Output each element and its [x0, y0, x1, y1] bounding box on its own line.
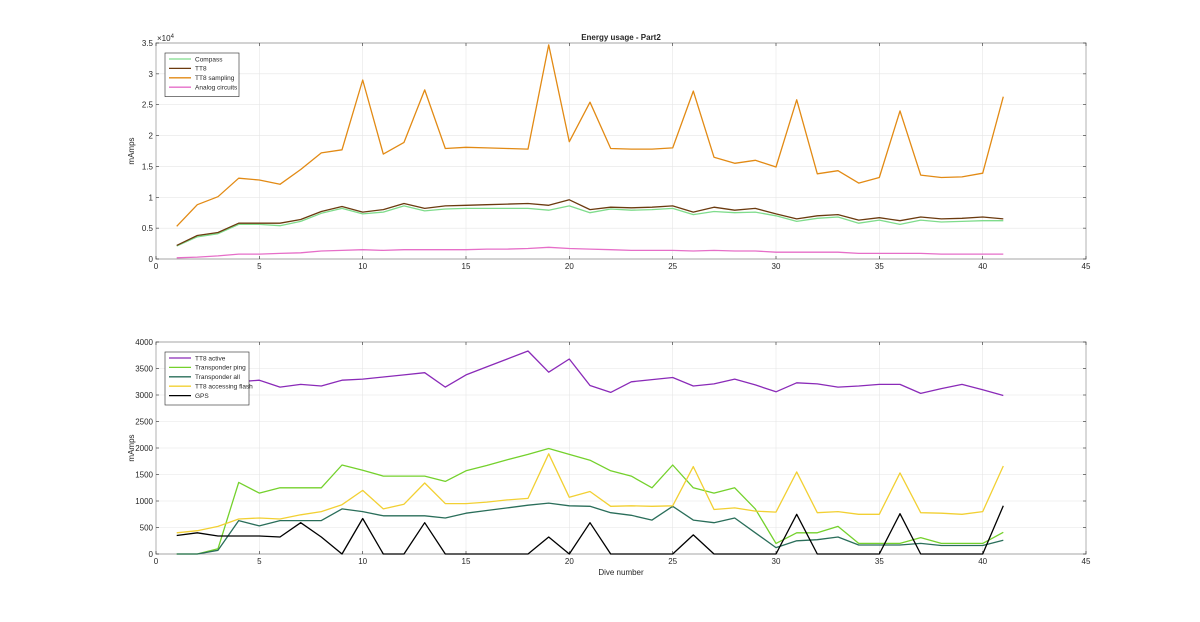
x-axis-label: Dive number [598, 568, 644, 577]
series-line-tt8 [176, 199, 1004, 246]
legend-entry: GPS [195, 393, 209, 400]
y-tick-label: 3.5 [142, 39, 154, 48]
x-tick-label: 25 [668, 557, 677, 566]
y-tick-label: 2000 [135, 444, 153, 453]
legend-entry: TT8 active [195, 355, 226, 362]
legend-entry: TT8 sampling [195, 75, 235, 82]
x-tick-label: 15 [462, 262, 471, 271]
x-tick-label: 5 [257, 262, 262, 271]
y-tick-label: 3500 [135, 365, 153, 374]
y-tick-label: 4000 [135, 338, 153, 347]
x-tick-label: 0 [154, 557, 159, 566]
grid-bottom [155, 341, 1087, 555]
x-tick-label: 40 [978, 557, 987, 566]
chart-title: Energy usage - Part2 [581, 33, 661, 42]
y-tick-label: 1000 [135, 497, 153, 506]
y-tick-label: 2 [149, 132, 154, 141]
x-tick-label: 30 [772, 262, 781, 271]
x-tick-label: 35 [875, 557, 884, 566]
x-tick-label: 35 [875, 262, 884, 271]
y-tick-label: 2.5 [142, 101, 154, 110]
legend-entry: Compass [195, 56, 223, 63]
axes-bottom: 0 5 10 15 20 25 30 35 40 45 0 500 1000 1500 2000 2500 3… [127, 338, 1091, 577]
y-tick-label: 2500 [135, 418, 153, 427]
x-tick-label: 10 [358, 262, 367, 271]
series-line-gps [176, 505, 1004, 555]
legend-entry: TT8 accessing flash [195, 384, 253, 391]
legend-entry: Transponder ping [195, 365, 246, 372]
y-tick-label: 1 [149, 193, 154, 202]
legend-bottom: TT8 active Transponder ping Transponder al… [164, 351, 253, 406]
x-tick-label: 20 [565, 262, 574, 271]
grid-top [155, 42, 1087, 260]
series-line-transponder-all [176, 502, 1004, 555]
x-tick-label: 5 [257, 557, 262, 566]
x-ticks-bottom: 0 5 10 15 20 25 30 35 40 45 [154, 342, 1091, 566]
legend-box [164, 52, 240, 97]
y-axis-exponent-power: 4 [171, 34, 175, 40]
y-axis-exponent: ×104 [157, 34, 175, 43]
y-ticks-bottom: 0 500 1000 1500 2000 2500 3000 3500 4000 [135, 338, 1086, 559]
y-tick-label: 0 [149, 550, 154, 559]
legend-entry: TT8 [195, 66, 207, 73]
x-tick-label: 40 [978, 262, 987, 271]
series-line-tt8-accessing-flash [176, 453, 1004, 534]
x-ticks-top: 0 5 10 15 20 25 30 35 40 45 [154, 43, 1091, 271]
series-bottom [176, 350, 1004, 555]
y-tick-label: 1.5 [142, 162, 154, 171]
plot-area-top [155, 42, 1087, 260]
series-line-tt8-sampling [176, 44, 1004, 227]
series-line-compass [176, 205, 1004, 247]
y-tick-label: 3 [149, 70, 154, 79]
legend-entry: Analog circuits [195, 85, 238, 92]
series-line-tt8-active [176, 350, 1004, 399]
series-top [176, 44, 1004, 259]
y-tick-label: 3000 [135, 391, 153, 400]
series-line-transponder-ping [176, 447, 1004, 555]
y-tick-label: 1500 [135, 471, 153, 480]
axes-energy-part2: 0 5 10 15 20 25 30 35 40 45 0 0.5 1 1.5 2 2.5 3 3.5 Ener… [127, 33, 1091, 271]
x-tick-label: 10 [358, 557, 367, 566]
x-tick-label: 20 [565, 557, 574, 566]
x-tick-label: 25 [668, 262, 677, 271]
y-axis-label-top: mAmps [127, 137, 136, 164]
y-axis-exponent-base: ×10 [157, 34, 171, 43]
x-tick-label: 30 [772, 557, 781, 566]
series-line-analog-circuits [176, 246, 1004, 259]
x-tick-label: 0 [154, 262, 159, 271]
x-tick-label: 45 [1082, 557, 1091, 566]
y-tick-label: 0.5 [142, 224, 154, 233]
x-tick-label: 45 [1082, 262, 1091, 271]
x-tick-label: 15 [462, 557, 471, 566]
y-tick-label: 500 [140, 524, 154, 533]
y-ticks-top: 0 0.5 1 1.5 2 2.5 3 3.5 [142, 39, 1086, 264]
legend-top: Compass TT8 TT8 sampling Analog circuits [164, 52, 240, 97]
y-axis-label-bottom: mAmps [127, 434, 136, 461]
y-tick-label: 0 [149, 255, 154, 264]
legend-entry: Transponder all [195, 374, 240, 381]
